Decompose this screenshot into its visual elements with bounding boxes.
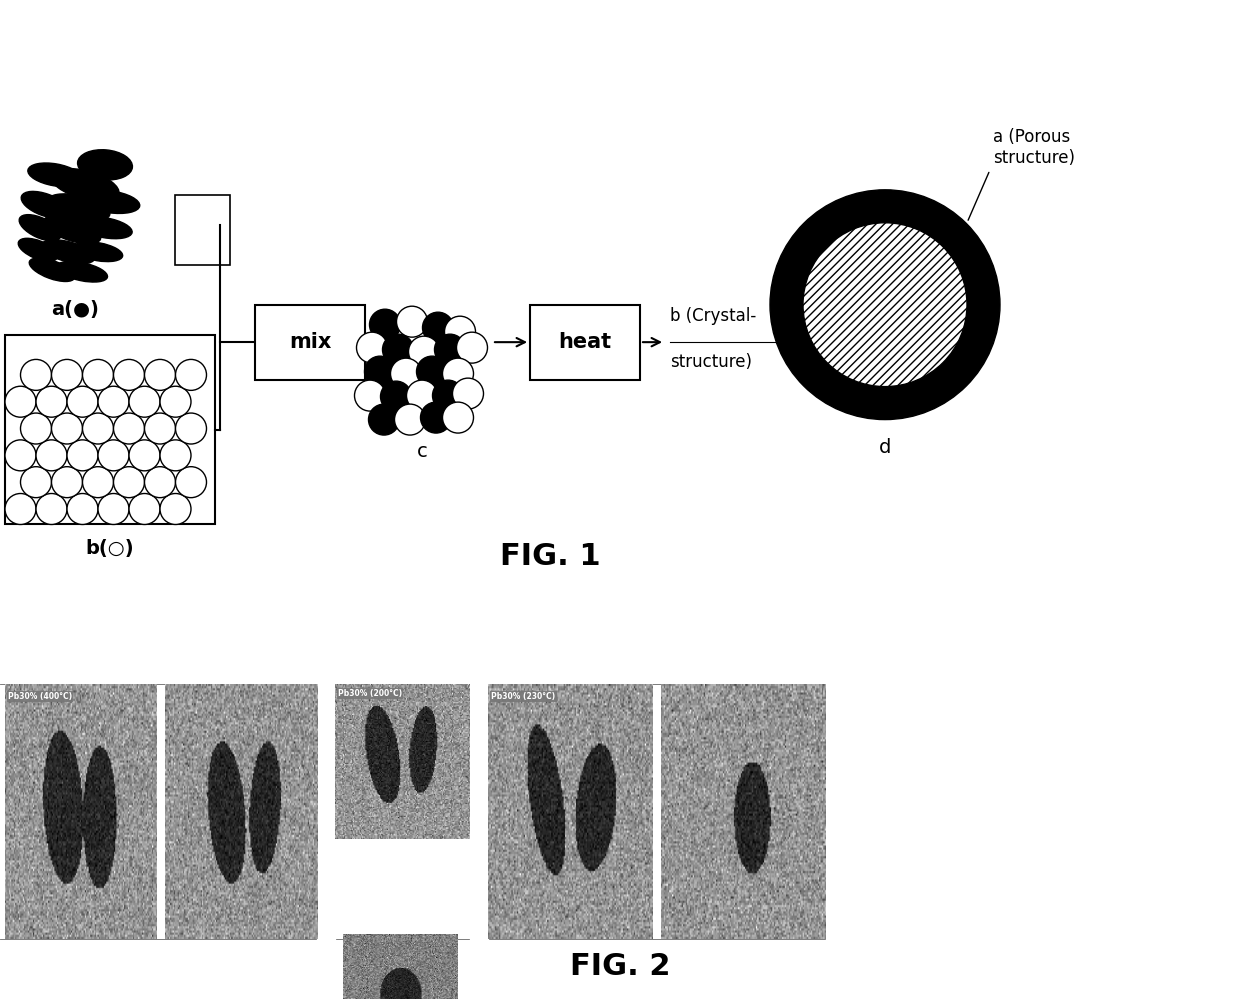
Ellipse shape: [73, 242, 123, 262]
Circle shape: [114, 413, 145, 444]
Circle shape: [433, 381, 464, 412]
Circle shape: [381, 381, 412, 413]
Circle shape: [365, 356, 396, 387]
Circle shape: [443, 358, 474, 389]
Circle shape: [176, 467, 207, 498]
Circle shape: [382, 334, 413, 366]
Circle shape: [160, 387, 191, 418]
Circle shape: [176, 360, 207, 391]
Circle shape: [355, 381, 386, 412]
Bar: [255, 305, 365, 380]
Circle shape: [408, 336, 439, 368]
Circle shape: [5, 494, 36, 524]
Circle shape: [145, 413, 176, 444]
Circle shape: [444, 316, 475, 348]
Text: a(●): a(●): [51, 300, 99, 319]
Circle shape: [129, 494, 160, 524]
Text: d: d: [879, 438, 892, 457]
Ellipse shape: [41, 240, 94, 264]
Ellipse shape: [57, 262, 108, 282]
Bar: [529, 305, 640, 380]
Circle shape: [420, 402, 451, 434]
Circle shape: [368, 404, 399, 436]
Text: b(○): b(○): [86, 539, 134, 558]
Circle shape: [417, 356, 448, 387]
Circle shape: [391, 358, 422, 389]
Circle shape: [804, 223, 967, 387]
Circle shape: [129, 440, 160, 471]
Circle shape: [52, 413, 83, 444]
Text: structure): structure): [670, 353, 751, 371]
Circle shape: [67, 387, 98, 418]
Circle shape: [36, 494, 67, 524]
Circle shape: [52, 467, 83, 498]
Circle shape: [370, 309, 401, 340]
Circle shape: [21, 360, 52, 391]
Circle shape: [36, 387, 67, 418]
Circle shape: [453, 378, 484, 410]
Circle shape: [98, 440, 129, 471]
Ellipse shape: [19, 239, 58, 261]
Text: b (Crystal-: b (Crystal-: [670, 307, 756, 325]
Ellipse shape: [30, 258, 74, 282]
Text: mix: mix: [289, 332, 331, 353]
Circle shape: [357, 332, 387, 364]
Ellipse shape: [19, 215, 61, 241]
Ellipse shape: [78, 217, 133, 239]
Circle shape: [394, 404, 425, 436]
Circle shape: [397, 306, 428, 337]
Circle shape: [145, 467, 176, 498]
Ellipse shape: [81, 190, 140, 214]
Circle shape: [176, 413, 207, 444]
Text: FIG. 1: FIG. 1: [500, 542, 600, 571]
Circle shape: [67, 494, 98, 524]
Circle shape: [5, 387, 36, 418]
Bar: [5, 335, 215, 524]
Circle shape: [423, 312, 454, 344]
Ellipse shape: [27, 163, 82, 187]
Circle shape: [98, 494, 129, 524]
Circle shape: [160, 440, 191, 471]
Text: FIG. 2: FIG. 2: [569, 952, 671, 981]
Ellipse shape: [46, 194, 110, 222]
Circle shape: [407, 381, 438, 412]
Circle shape: [21, 467, 52, 498]
Bar: [175, 195, 229, 265]
Circle shape: [160, 494, 191, 524]
Circle shape: [52, 360, 83, 391]
Circle shape: [434, 334, 465, 366]
Ellipse shape: [78, 150, 133, 180]
Circle shape: [98, 387, 129, 418]
Circle shape: [443, 402, 474, 434]
Text: heat: heat: [558, 332, 611, 353]
Circle shape: [21, 413, 52, 444]
Circle shape: [83, 467, 114, 498]
Text: a (Porous
structure): a (Porous structure): [993, 128, 1075, 167]
Circle shape: [67, 440, 98, 471]
Circle shape: [83, 413, 114, 444]
Text: c: c: [417, 442, 428, 461]
Circle shape: [129, 387, 160, 418]
Circle shape: [114, 467, 145, 498]
Circle shape: [36, 440, 67, 471]
Circle shape: [456, 332, 487, 364]
Circle shape: [83, 360, 114, 391]
Ellipse shape: [51, 169, 119, 201]
Ellipse shape: [21, 192, 68, 218]
Circle shape: [114, 360, 145, 391]
Circle shape: [5, 440, 36, 471]
Circle shape: [145, 360, 176, 391]
Ellipse shape: [43, 216, 100, 244]
Circle shape: [770, 190, 999, 420]
